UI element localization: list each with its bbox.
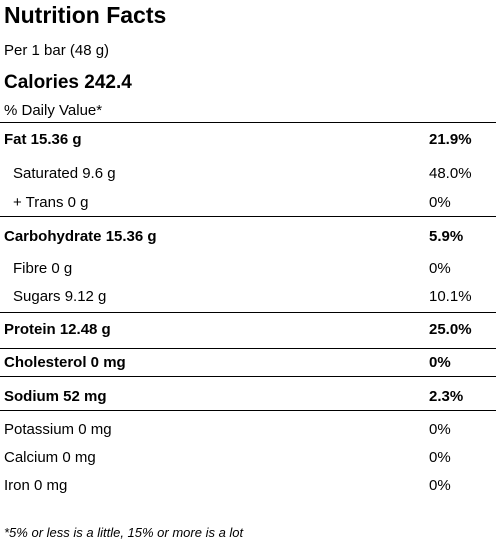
calories: Calories 242.4: [4, 72, 132, 93]
nutrient-row-potassium: Potassium 0 mg 0%: [0, 416, 496, 444]
nutrient-name: Iron 0 mg: [4, 477, 68, 494]
daily-value-header: % Daily Value*: [4, 102, 103, 119]
nutrient-row-carbohydrate: Carbohydrate 15.36 g 5.9%: [0, 223, 496, 251]
divider: [0, 312, 496, 313]
nutrient-row-sodium: Sodium 52 mg 2.3%: [0, 383, 496, 411]
nutrient-row-fibre: Fibre 0 g 0%: [0, 255, 496, 283]
footnote: *5% or less is a little, 15% or more is …: [4, 525, 244, 540]
nutrient-name: + Trans 0 g: [13, 194, 89, 211]
nutrient-row-calcium: Calcium 0 mg 0%: [0, 444, 496, 472]
nutrient-row-fat: Fat 15.36 g 21.9%: [0, 126, 496, 154]
nutrient-name: Fat 15.36 g: [4, 131, 82, 148]
nutrient-daily-value: 10.1%: [429, 288, 472, 305]
divider: [0, 410, 496, 411]
nutrient-name: Sodium 52 mg: [4, 388, 107, 405]
nutrient-daily-value: 0%: [429, 421, 451, 438]
serving-size: Per 1 bar (48 g): [4, 42, 110, 59]
nutrient-daily-value: 2.3%: [429, 388, 464, 405]
nutrient-row-cholesterol: Cholesterol 0 mg 0%: [0, 349, 496, 377]
divider: [0, 216, 496, 217]
nutrient-daily-value: 0%: [429, 194, 451, 211]
nutrient-daily-value: 48.0%: [429, 165, 472, 182]
nutrient-daily-value: 0%: [429, 354, 451, 371]
nutrient-row-protein: Protein 12.48 g 25.0%: [0, 316, 496, 344]
nutrient-name: Fibre 0 g: [13, 260, 73, 277]
nutrient-daily-value: 5.9%: [429, 228, 464, 245]
nutrient-name: Protein 12.48 g: [4, 321, 111, 338]
nutrient-name: Calcium 0 mg: [4, 449, 96, 466]
nutrient-name: Cholesterol 0 mg: [4, 354, 126, 371]
nutrient-daily-value: 21.9%: [429, 131, 472, 148]
nutrient-daily-value: 0%: [429, 449, 451, 466]
nutrient-name: Carbohydrate 15.36 g: [4, 228, 157, 245]
nutrient-row-sugars: Sugars 9.12 g 10.1%: [0, 283, 496, 311]
nutrient-row-iron: Iron 0 mg 0%: [0, 472, 496, 500]
nutrient-daily-value: 0%: [429, 260, 451, 277]
label-title: Nutrition Facts: [4, 2, 167, 28]
nutrient-name: Potassium 0 mg: [4, 421, 112, 438]
nutrient-row-trans: + Trans 0 g 0%: [0, 189, 496, 217]
nutrient-daily-value: 25.0%: [429, 321, 472, 338]
nutrient-daily-value: 0%: [429, 477, 451, 494]
divider: [0, 376, 496, 377]
nutrient-name: Sugars 9.12 g: [13, 288, 107, 305]
divider: [0, 348, 496, 349]
nutrient-row-saturated: Saturated 9.6 g 48.0%: [0, 160, 496, 188]
divider: [0, 122, 496, 123]
nutrient-name: Saturated 9.6 g: [13, 165, 116, 182]
